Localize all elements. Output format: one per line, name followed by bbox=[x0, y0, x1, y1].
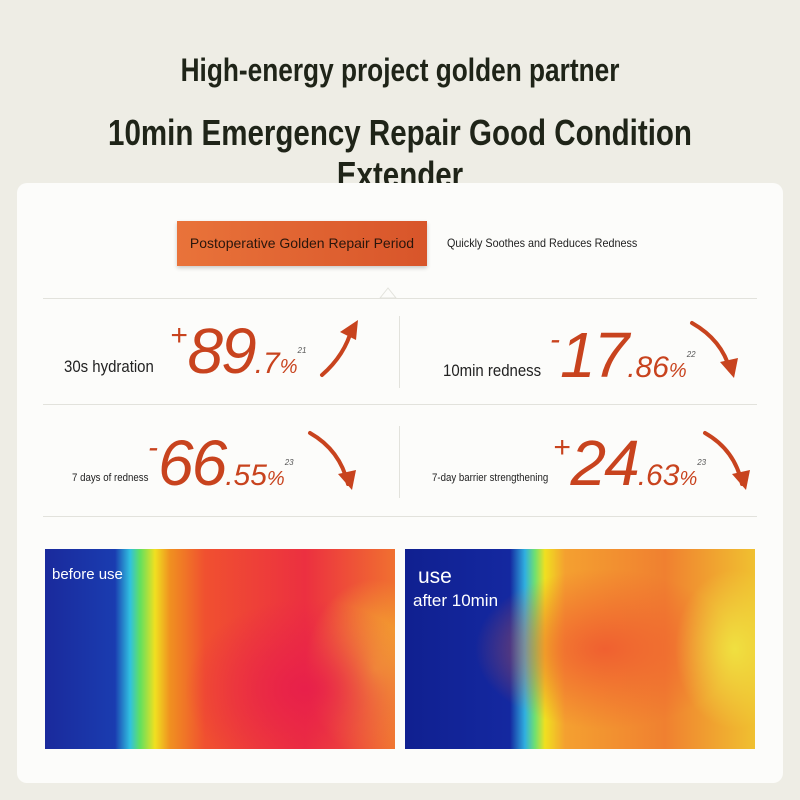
stat-part: 23 bbox=[697, 458, 707, 467]
tab[interactable]: Quickly Soothes and Reduces Redness bbox=[447, 236, 638, 250]
stat-part: - bbox=[148, 431, 158, 464]
image-label: after 10min bbox=[413, 591, 499, 610]
thermal-image: before use bbox=[45, 549, 395, 749]
image-label: use bbox=[418, 565, 452, 588]
headline: High-energy project golden partner bbox=[180, 52, 620, 88]
stat-value: +24.63%23 bbox=[553, 426, 706, 500]
stat-part: % bbox=[266, 468, 285, 490]
stat-label: 7 days of redness bbox=[72, 472, 149, 484]
image-label: before use bbox=[52, 566, 123, 583]
stat-label: 7-day barrier strengthening bbox=[432, 472, 549, 484]
divider bbox=[399, 316, 400, 388]
stat-value: -66.55%23 bbox=[148, 426, 294, 500]
divider bbox=[43, 404, 757, 405]
divider bbox=[399, 426, 400, 498]
stat-part: + bbox=[553, 431, 571, 464]
stat-part: % bbox=[668, 360, 687, 382]
stat-part: 89 bbox=[187, 315, 257, 387]
stat-part: 22 bbox=[686, 350, 696, 359]
stat-value: -17.86%22 bbox=[550, 318, 696, 392]
stat-part: 23 bbox=[284, 458, 294, 467]
stat-part: - bbox=[550, 323, 560, 356]
headline: 10min Emergency Repair Good Condition Ex… bbox=[108, 112, 692, 195]
stat-part: 17 bbox=[560, 319, 629, 391]
stat-value: +89.7%21 bbox=[170, 314, 306, 388]
stat-part: .86 bbox=[627, 351, 669, 384]
divider bbox=[43, 298, 757, 299]
stat-label: 10min redness bbox=[443, 361, 542, 380]
stat-part: .55 bbox=[225, 459, 267, 492]
thermal-image: use after 10min bbox=[405, 549, 755, 749]
stat-part: 24 bbox=[570, 427, 640, 499]
stat-part: 66 bbox=[158, 427, 227, 499]
stat-part: % bbox=[279, 356, 298, 378]
stat-part: + bbox=[170, 319, 188, 352]
divider bbox=[43, 516, 757, 517]
stat-label: 30s hydration bbox=[64, 357, 154, 376]
stat-part: 21 bbox=[297, 346, 307, 355]
stat-part: .63 bbox=[637, 459, 680, 492]
stat-part: .7 bbox=[254, 347, 280, 380]
tab-active[interactable]: Postoperative Golden Repair Period bbox=[177, 221, 427, 266]
stat-part: % bbox=[679, 468, 698, 490]
